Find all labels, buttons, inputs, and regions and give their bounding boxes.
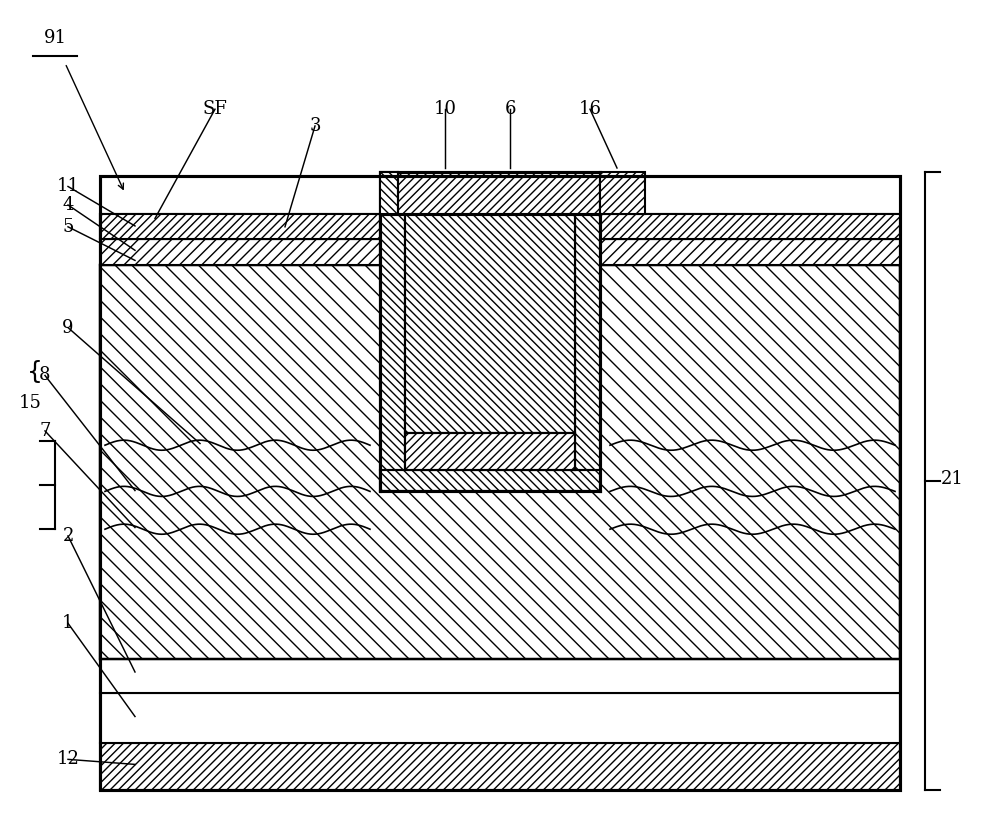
Bar xyxy=(600,172,645,214)
Text: 10: 10 xyxy=(434,100,456,118)
Text: 4: 4 xyxy=(62,196,74,214)
Bar xyxy=(405,214,575,433)
Bar xyxy=(405,433,575,470)
Bar xyxy=(100,659,900,693)
Text: 8: 8 xyxy=(39,366,51,385)
Text: {: { xyxy=(27,360,43,384)
Bar xyxy=(380,172,398,214)
Text: 91: 91 xyxy=(44,29,66,47)
Text: SF: SF xyxy=(203,100,227,118)
Bar xyxy=(100,214,900,239)
Bar xyxy=(380,214,600,491)
Bar xyxy=(380,214,405,491)
Text: 16: 16 xyxy=(578,100,602,118)
Text: 5: 5 xyxy=(62,218,74,236)
Bar xyxy=(575,214,600,491)
Text: 7: 7 xyxy=(39,422,51,440)
Bar xyxy=(380,172,600,214)
Text: 15: 15 xyxy=(19,394,41,412)
Text: 11: 11 xyxy=(56,177,80,196)
Bar xyxy=(100,214,900,239)
Bar xyxy=(100,743,900,790)
Text: 12: 12 xyxy=(57,750,79,769)
Bar xyxy=(380,470,600,491)
Bar xyxy=(100,239,900,265)
Text: 3: 3 xyxy=(309,117,321,135)
Text: 2: 2 xyxy=(62,527,74,545)
Bar xyxy=(100,693,900,743)
Text: 9: 9 xyxy=(62,318,74,337)
Text: 1: 1 xyxy=(62,614,74,633)
Bar xyxy=(100,176,900,790)
Bar xyxy=(100,265,900,659)
Text: 21: 21 xyxy=(941,470,963,488)
Text: 6: 6 xyxy=(504,100,516,118)
